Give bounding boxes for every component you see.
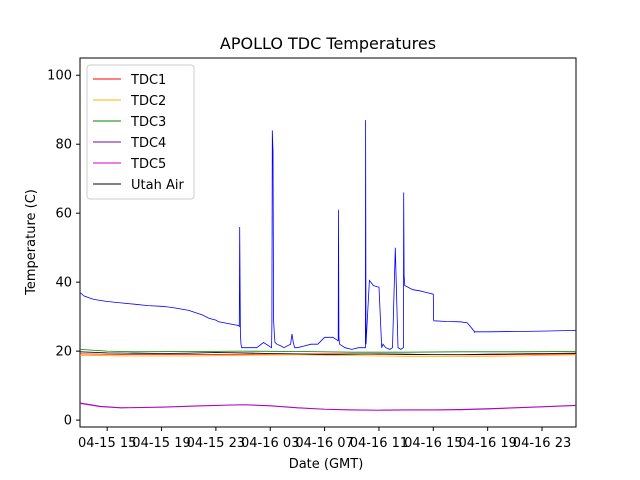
y-tick-label: 60 xyxy=(55,207,72,222)
legend-label-tdc2: TDC2 xyxy=(130,94,166,109)
y-tick-label: 80 xyxy=(55,138,72,153)
legend-label-tdc1: TDC1 xyxy=(130,73,166,88)
x-tick-label: 04-16 23 xyxy=(513,436,571,451)
series-layer xyxy=(79,120,577,411)
series-line-tdc2 xyxy=(79,354,577,358)
legend-box xyxy=(86,64,195,200)
y-tick-label: 0 xyxy=(64,414,72,429)
x-tick-label: 04-16 07 xyxy=(295,436,353,451)
legend-label-tdc3: TDC3 xyxy=(130,115,166,130)
x-tick-label: 04-15 19 xyxy=(132,436,190,451)
series-line-tdc1 xyxy=(79,353,577,356)
x-tick-label: 04-16 03 xyxy=(241,436,299,451)
legend: TDC1 TDC2 TDC3 TDC4 TDC5 Utah Air xyxy=(86,64,195,200)
x-axis-label: Date (GMT) xyxy=(289,457,364,472)
legend-label-tdc5: TDC5 xyxy=(130,157,166,172)
x-tick-label: 04-15 15 xyxy=(78,436,136,451)
y-tick-label: 20 xyxy=(55,345,72,360)
series-line-utah-air xyxy=(79,351,577,356)
y-tick-label: 40 xyxy=(55,276,72,291)
series-line-blue-trace xyxy=(79,120,577,350)
x-tick-label: 04-16 19 xyxy=(458,436,516,451)
x-tick-label: 04-16 11 xyxy=(350,436,408,451)
series-line-tdc3 xyxy=(79,349,577,353)
legend-label-utah-air: Utah Air xyxy=(131,178,184,193)
y-axis-ticks: 0 20 40 60 80 100 xyxy=(47,69,80,429)
legend-label-tdc4: TDC4 xyxy=(130,136,166,151)
x-tick-label: 04-15 23 xyxy=(187,436,245,451)
chart-title: APOLLO TDC Temperatures xyxy=(220,34,436,53)
x-tick-label: 04-16 15 xyxy=(404,436,462,451)
y-tick-label: 100 xyxy=(47,69,72,84)
series-line-tdc5 xyxy=(79,403,577,411)
y-axis-label: Temperature (C) xyxy=(24,189,39,296)
